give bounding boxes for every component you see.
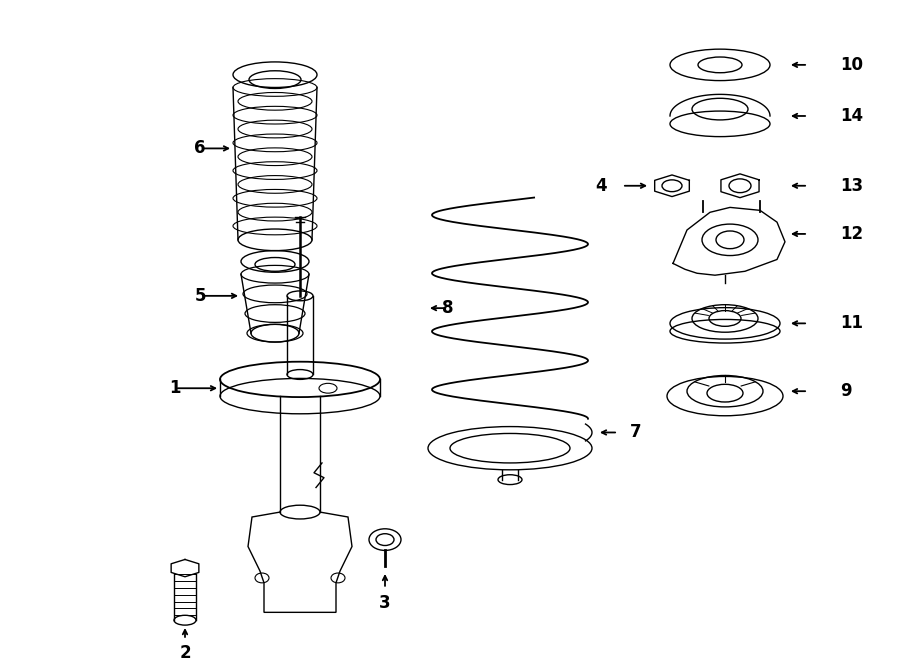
Text: 11: 11	[840, 315, 863, 332]
Text: 14: 14	[840, 107, 863, 125]
Text: 8: 8	[442, 299, 454, 317]
Text: 12: 12	[840, 225, 863, 243]
Text: 6: 6	[194, 139, 206, 157]
Text: 5: 5	[194, 287, 206, 305]
Text: 13: 13	[840, 176, 863, 195]
Text: 7: 7	[630, 424, 642, 442]
Text: 1: 1	[169, 379, 181, 397]
Text: 9: 9	[840, 382, 851, 400]
Text: 3: 3	[379, 594, 391, 611]
Text: 2: 2	[179, 644, 191, 661]
Text: 10: 10	[840, 56, 863, 74]
Text: 4: 4	[596, 176, 607, 195]
